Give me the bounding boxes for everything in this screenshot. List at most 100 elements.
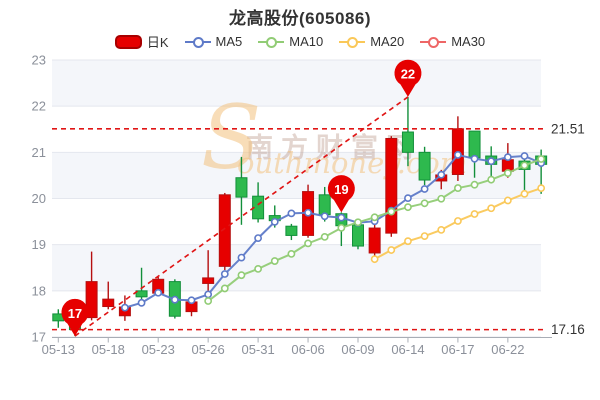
candle-body: [468, 130, 481, 159]
split-area-band: [52, 244, 541, 291]
ma20-point: [387, 246, 396, 254]
ma10-point: [254, 265, 262, 273]
candle-body: [318, 194, 331, 216]
legend-item-ma20[interactable]: MA20: [339, 34, 404, 49]
x-axis-label: 06-09: [341, 342, 374, 357]
ma10-point: [503, 169, 512, 177]
ma20-point: [487, 204, 496, 213]
ma10-point: [520, 161, 529, 170]
ma5-point: [503, 153, 512, 162]
candle-05-18: [102, 281, 115, 310]
ma5-point: [453, 151, 462, 159]
marker-pin-19: 19: [327, 175, 355, 213]
ma10-point: [304, 239, 312, 248]
legend-item-日k[interactable]: 日K: [114, 32, 169, 51]
candle-body: [85, 281, 98, 319]
split-area-band: [52, 60, 541, 107]
candle-body: [385, 137, 398, 234]
x-axis-label: 06-06: [291, 342, 324, 357]
y-axis-label: 20: [32, 191, 46, 206]
candle-body: [285, 225, 298, 236]
ma10-line: [204, 155, 546, 305]
ma5-point: [404, 194, 412, 203]
legend-item-ma5[interactable]: MA5: [184, 34, 243, 49]
ma10-point: [387, 207, 396, 216]
legend-label: MA5: [215, 34, 243, 49]
legend-circle: [428, 36, 440, 48]
chart-legend: 日K MA5 MA10 MA20 MA30: [0, 32, 600, 51]
candle-body: [202, 277, 215, 284]
candle-body: [235, 177, 248, 198]
y-axis-label: 23: [32, 53, 46, 68]
ma5-line: [121, 151, 546, 312]
candle-06-15: [418, 146, 431, 186]
x-axis-label: 05-31: [241, 342, 274, 357]
ma10-point: [487, 175, 496, 184]
markline-label: 17.16: [551, 322, 585, 337]
ma10-point: [470, 180, 479, 189]
ma10-point: [204, 297, 213, 305]
candle-05-17: [85, 251, 98, 321]
candle-05-31: [252, 182, 265, 223]
candle-06-17: [451, 116, 464, 181]
x-axis-label: 06-14: [391, 342, 424, 357]
ma20-point: [503, 196, 512, 205]
y-axis-label: 18: [32, 283, 46, 298]
candle-05-20: [135, 267, 148, 305]
ma5-point: [121, 303, 129, 312]
marker-pin-22: 22: [394, 59, 422, 97]
ma10-point: [354, 218, 362, 227]
candle-06-20: [468, 130, 481, 178]
ma10-point: [537, 155, 546, 163]
candlestick-legend-icon: [114, 34, 142, 49]
trendline: [74, 96, 409, 337]
ma20-line: [370, 184, 546, 264]
legend-item-ma10[interactable]: MA10: [258, 34, 323, 49]
marker-pin-label: 19: [334, 182, 348, 197]
ma5-point: [320, 212, 329, 221]
candle-body: [368, 227, 381, 254]
ma5-point: [254, 234, 262, 243]
markline-label: 21.51: [551, 121, 585, 136]
ma10-point: [453, 184, 462, 192]
x-axis-label: 06-17: [441, 342, 474, 357]
ma20-point: [437, 225, 446, 234]
chart-title: 龙高股份(605086): [228, 9, 372, 28]
ma5-point: [187, 296, 196, 305]
ma10-legend-icon: [258, 36, 285, 48]
candle-05-27: [218, 192, 231, 271]
candle-body: [401, 131, 414, 153]
ma10-point: [404, 203, 412, 212]
marker-pin-17: 17: [61, 298, 89, 337]
x-axis-label: 05-13: [42, 342, 75, 357]
ma5-point: [420, 185, 429, 193]
ma20-point: [453, 217, 462, 225]
ma20-point: [420, 232, 429, 241]
ma5-point: [337, 213, 346, 222]
ma10-point: [437, 194, 446, 203]
legend-label: MA30: [451, 34, 486, 49]
candle-06-02: [285, 223, 298, 241]
ma5-point: [487, 157, 496, 166]
legend-circle: [266, 36, 278, 48]
ma5-point: [304, 208, 312, 217]
legend-item-ma30[interactable]: MA30: [420, 34, 485, 49]
marker-pin-label: 17: [68, 306, 82, 321]
ma10-point: [370, 213, 379, 222]
ma5-point: [220, 270, 229, 278]
candle-body: [418, 151, 431, 181]
marker-pin-shape: [61, 298, 89, 337]
candle-05-30: [235, 156, 248, 225]
ma10-point: [320, 233, 329, 241]
ma5-point: [437, 170, 446, 179]
candle-body: [135, 290, 148, 298]
ma10-point: [287, 249, 296, 258]
ma5-point: [170, 295, 179, 304]
ma10-point: [220, 284, 229, 293]
ma5-point: [204, 290, 213, 299]
candle-05-26: [202, 250, 215, 293]
ma10-point: [337, 223, 346, 232]
candle-body: [352, 224, 364, 247]
ma20-point: [470, 210, 479, 218]
marker-pin-label: 22: [401, 67, 415, 82]
